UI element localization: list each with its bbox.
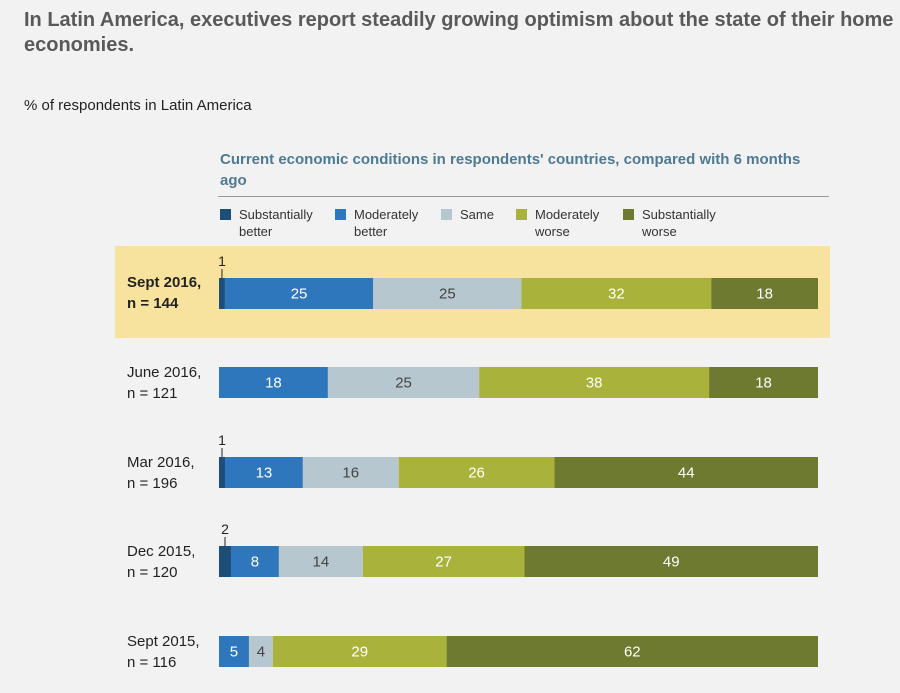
row-label-3: Dec 2015, n = 120	[127, 541, 195, 583]
bar-segment	[224, 278, 374, 309]
bar-segment	[219, 367, 328, 398]
bar-segment	[327, 367, 480, 398]
row-period: Dec 2015,	[127, 543, 196, 560]
bar-value-label: 32	[608, 286, 625, 303]
row-label-0: Sept 2016, n = 144	[127, 272, 201, 314]
legend-swatch	[441, 209, 452, 220]
row-sample: n = 120	[127, 564, 178, 581]
row-label-1: June 2016, n = 121	[127, 362, 201, 404]
bar-segment	[248, 636, 273, 667]
bar-segment	[219, 546, 231, 577]
row-sample: n = 144	[127, 295, 179, 312]
legend-label: Substantially better	[239, 207, 313, 239]
bar-value-label: 25	[395, 375, 412, 392]
bar-segment	[479, 367, 710, 398]
bar-segment	[230, 546, 279, 577]
bar-segment	[272, 636, 447, 667]
row-label-2: Mar 2016, n = 196	[127, 452, 195, 494]
bar-segment	[373, 278, 522, 309]
bar-segment	[362, 546, 525, 577]
bar-segment	[521, 278, 712, 309]
bar-value-label: 25	[439, 286, 456, 303]
legend-swatch	[335, 209, 346, 220]
legend-label: Substantially worse	[642, 207, 716, 239]
bar-segment	[446, 636, 818, 667]
chart-title: Current economic conditions in responden…	[220, 151, 801, 189]
bar-value-label: 8	[251, 554, 259, 571]
row-sample: n = 121	[127, 385, 178, 402]
legend-swatch	[220, 209, 231, 220]
bar-value-label: 49	[663, 554, 680, 571]
legend-swatch	[623, 209, 634, 220]
bar-value-label: 26	[468, 465, 485, 482]
bar-segment	[302, 457, 399, 488]
bar-segment	[219, 278, 225, 309]
legend-swatch	[516, 209, 527, 220]
legend-label: Same	[460, 207, 494, 222]
bar-segment	[709, 367, 818, 398]
bar-value-label: 1	[218, 253, 226, 269]
bar-segment	[524, 546, 818, 577]
row-label-4: Sept 2015, n = 116	[127, 631, 200, 673]
bar-value-label: 27	[435, 554, 452, 571]
row-sample: n = 116	[127, 654, 177, 671]
row-sample: n = 196	[127, 475, 178, 492]
bar-value-label: 44	[678, 465, 695, 482]
bar-value-label: 62	[624, 644, 641, 661]
row-period: Sept 2016,	[127, 274, 202, 291]
bar-value-label: 2	[221, 521, 229, 537]
bar-value-label: 16	[342, 465, 359, 482]
bar-segment	[224, 457, 303, 488]
chart-subtitle: % of respondents in Latin America	[24, 97, 252, 114]
row-period: Mar 2016,	[127, 454, 195, 471]
bar-value-label: 5	[230, 644, 238, 661]
bar-value-label: 4	[257, 644, 265, 661]
bar-segment	[398, 457, 555, 488]
chart-headline: In Latin America, executives report stea…	[24, 9, 894, 56]
bar-value-label: 14	[312, 554, 329, 571]
bar-value-label: 18	[265, 375, 282, 392]
bar-segment	[219, 636, 249, 667]
bar-value-label: 38	[586, 375, 603, 392]
bar-segment	[711, 278, 818, 309]
legend-label: Moderately worse	[535, 207, 600, 239]
bar-value-label: 1	[218, 432, 226, 448]
bar-value-label: 18	[756, 286, 773, 303]
bar-segment	[554, 457, 818, 488]
legend-label: Moderately better	[354, 207, 419, 239]
row-period: Sept 2015,	[127, 633, 200, 650]
bar-segment	[278, 546, 363, 577]
bar-value-label: 18	[755, 375, 772, 392]
row-period: June 2016,	[127, 364, 202, 381]
chart-title-rule	[218, 196, 829, 197]
bar-segment	[219, 457, 225, 488]
bar-value-label: 25	[291, 286, 308, 303]
bar-value-label: 29	[351, 644, 368, 661]
bar-value-label: 13	[256, 465, 273, 482]
